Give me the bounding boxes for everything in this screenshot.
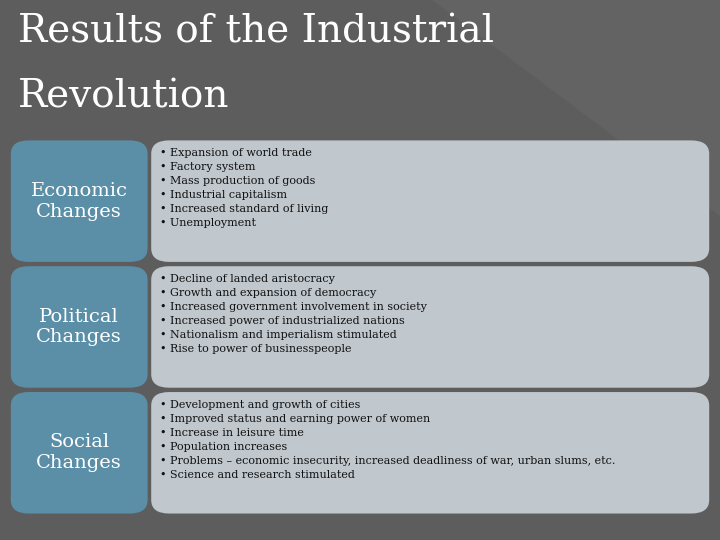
Text: Political
Changes: Political Changes	[36, 308, 122, 346]
Text: • Development and growth of cities
• Improved status and earning power of women
: • Development and growth of cities • Imp…	[160, 400, 615, 480]
FancyBboxPatch shape	[151, 140, 709, 262]
Text: Revolution: Revolution	[18, 78, 230, 116]
Text: • Expansion of world trade
• Factory system
• Mass production of goods
• Industr: • Expansion of world trade • Factory sys…	[160, 148, 328, 228]
Polygon shape	[432, 0, 720, 216]
Text: • Decline of landed aristocracy
• Growth and expansion of democracy
• Increased : • Decline of landed aristocracy • Growth…	[160, 274, 427, 354]
Text: Results of the Industrial: Results of the Industrial	[18, 14, 494, 51]
FancyBboxPatch shape	[11, 140, 148, 262]
FancyBboxPatch shape	[151, 392, 709, 514]
Text: Social
Changes: Social Changes	[36, 434, 122, 472]
FancyBboxPatch shape	[151, 266, 709, 388]
FancyBboxPatch shape	[11, 392, 148, 514]
Text: Economic
Changes: Economic Changes	[31, 182, 127, 220]
Polygon shape	[396, 0, 720, 243]
FancyBboxPatch shape	[11, 266, 148, 388]
